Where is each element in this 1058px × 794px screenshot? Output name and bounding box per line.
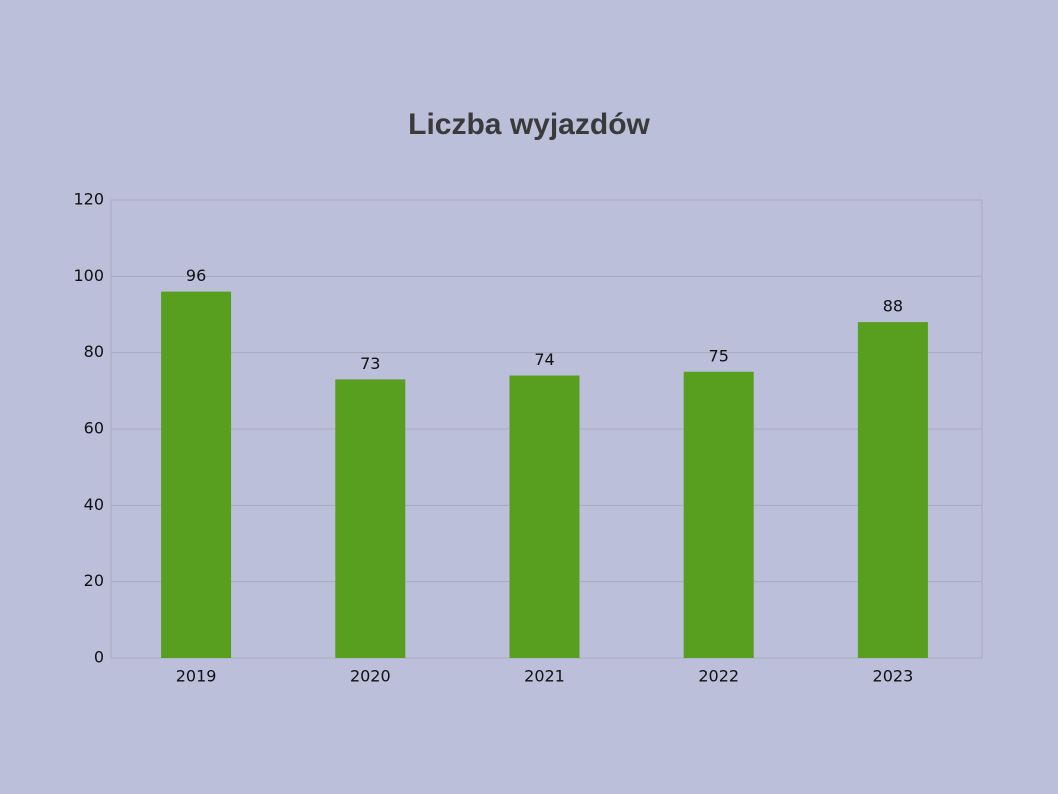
x-tick-label: 2019 [176,667,217,686]
chart-title: Liczba wyjazdów [408,108,650,141]
y-tick-label: 20 [84,571,104,590]
data-label: 74 [534,350,554,369]
bar [509,375,580,658]
bar [683,371,754,658]
data-label: 73 [360,354,380,373]
data-label: 96 [186,266,206,285]
y-tick-label: 0 [94,648,104,667]
y-tick-label: 40 [84,495,104,514]
y-tick-label: 80 [84,342,104,361]
x-tick-label: 2023 [873,667,914,686]
y-tick-label: 120 [73,190,104,209]
x-tick-label: 2021 [524,667,565,686]
data-label: 88 [883,297,903,316]
bar [161,291,232,658]
x-tick-label: 2022 [698,667,739,686]
x-tick-label: 2020 [350,667,391,686]
bar [335,379,406,658]
data-label: 75 [709,346,729,365]
bar [857,322,928,658]
y-tick-label: 100 [73,266,104,285]
y-tick-label: 60 [84,419,104,438]
